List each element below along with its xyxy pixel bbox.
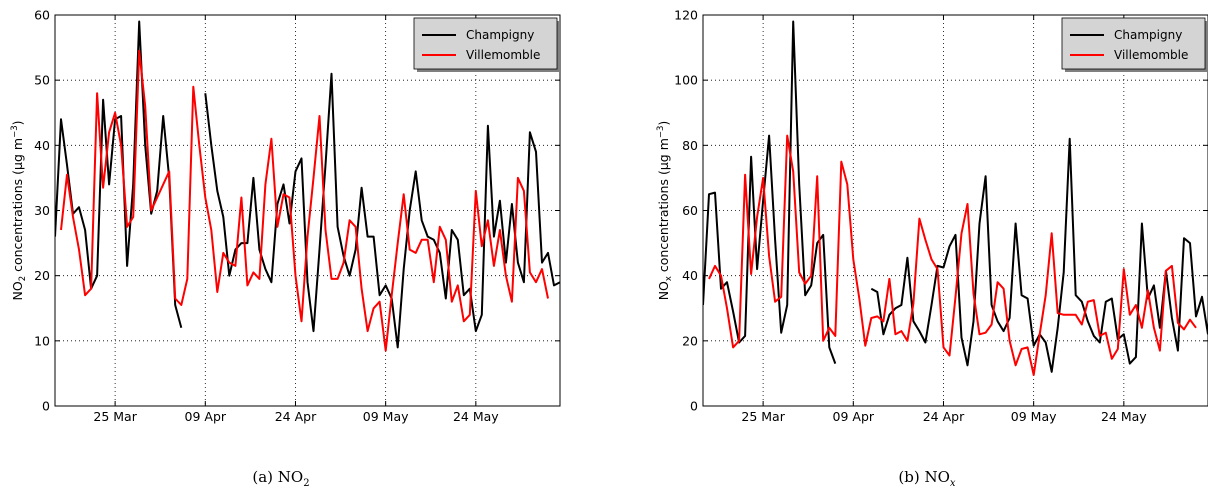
chart-panel-no2: 0 10 20 30 40 50 60 25 Mar 09 Apr 24 Apr 09 May 24 …: [10, 8, 561, 489]
x-tick-label: 09 May: [363, 409, 409, 424]
x-tick-label: 24 May: [453, 409, 499, 424]
plot-frame: [702, 14, 1208, 407]
series-line-villemomble: [708, 134, 1197, 376]
y-label-part: NO: [656, 281, 671, 300]
x-tick-label: 09 May: [1011, 409, 1057, 424]
y-tick-label: 20: [34, 268, 50, 283]
y-tick-label: 80: [682, 138, 698, 153]
legend-box: [413, 17, 558, 70]
legend-label-villemomble: Villemomble: [466, 48, 540, 62]
series-line-champigny: [55, 20, 183, 329]
series-line-champigny: [204, 72, 560, 349]
x-tick-label: 25 Mar: [741, 409, 785, 424]
legend-label-champigny: Champigny: [466, 28, 534, 42]
caption-text: (a) NO: [252, 468, 303, 486]
y-label-sub: 2: [18, 276, 28, 281]
series-champigny: [703, 20, 1208, 373]
y-label-part: ): [10, 121, 25, 126]
caption-sub: x: [950, 478, 956, 489]
y-axis-label: NOx concentrations (μg m−3): [656, 121, 674, 301]
y-tick-label: 0: [690, 399, 698, 414]
plot-frame: [54, 14, 561, 407]
y-tick-label: 0: [42, 399, 50, 414]
y-tick-label: 120: [674, 8, 698, 23]
series-line-champigny: [703, 20, 837, 364]
legend-box: [1061, 17, 1206, 70]
y-tick-label: 60: [34, 8, 50, 23]
x-tick-label: 24 Apr: [275, 409, 317, 424]
y-tick-label: 60: [682, 203, 698, 218]
chart-panel-nox: 0 20 40 60 80 100 120 25 Mar 09 Apr 24 Apr 09 May 2…: [656, 8, 1208, 489]
x-tick-label: 24 Apr: [923, 409, 965, 424]
y-tick-label: 20: [682, 333, 698, 348]
y-tick-label: 30: [34, 203, 50, 218]
y-label-sup: −3: [10, 125, 20, 138]
caption-sub: 2: [303, 478, 309, 489]
y-axis-label: NO2 concentrations (μg m−3): [10, 121, 28, 301]
y-tick-label: 40: [682, 268, 698, 283]
series-villemomble: [708, 134, 1197, 376]
y-label-part: NO: [10, 281, 25, 300]
y-label-part: concentrations (μg m: [656, 138, 671, 276]
y-label-part: concentrations (μg m: [10, 138, 25, 276]
caption-text: (b) NO: [898, 468, 950, 486]
series-line-villemomble: [60, 49, 549, 352]
x-tick-label: 24 May: [1101, 409, 1147, 424]
legend-label-villemomble: Villemomble: [1114, 48, 1188, 62]
x-tick-label: 25 Mar: [93, 409, 137, 424]
panel-caption: (a) NO2: [252, 468, 309, 489]
y-label-part: ): [656, 121, 671, 126]
y-label-sub: x: [664, 276, 674, 281]
y-tick-label: 100: [674, 73, 698, 88]
y-label-sup: −3: [656, 126, 666, 139]
y-tick-label: 50: [34, 73, 50, 88]
series-champigny: [55, 20, 560, 349]
panel-caption: (b) NOx: [898, 468, 956, 489]
legend-label-champigny: Champigny: [1114, 28, 1182, 42]
y-tick-label: 10: [34, 333, 50, 348]
x-tick-label: 09 Apr: [833, 409, 875, 424]
x-tick-label: 09 Apr: [185, 409, 227, 424]
y-tick-label: 40: [34, 138, 50, 153]
series-villemomble: [60, 49, 549, 352]
